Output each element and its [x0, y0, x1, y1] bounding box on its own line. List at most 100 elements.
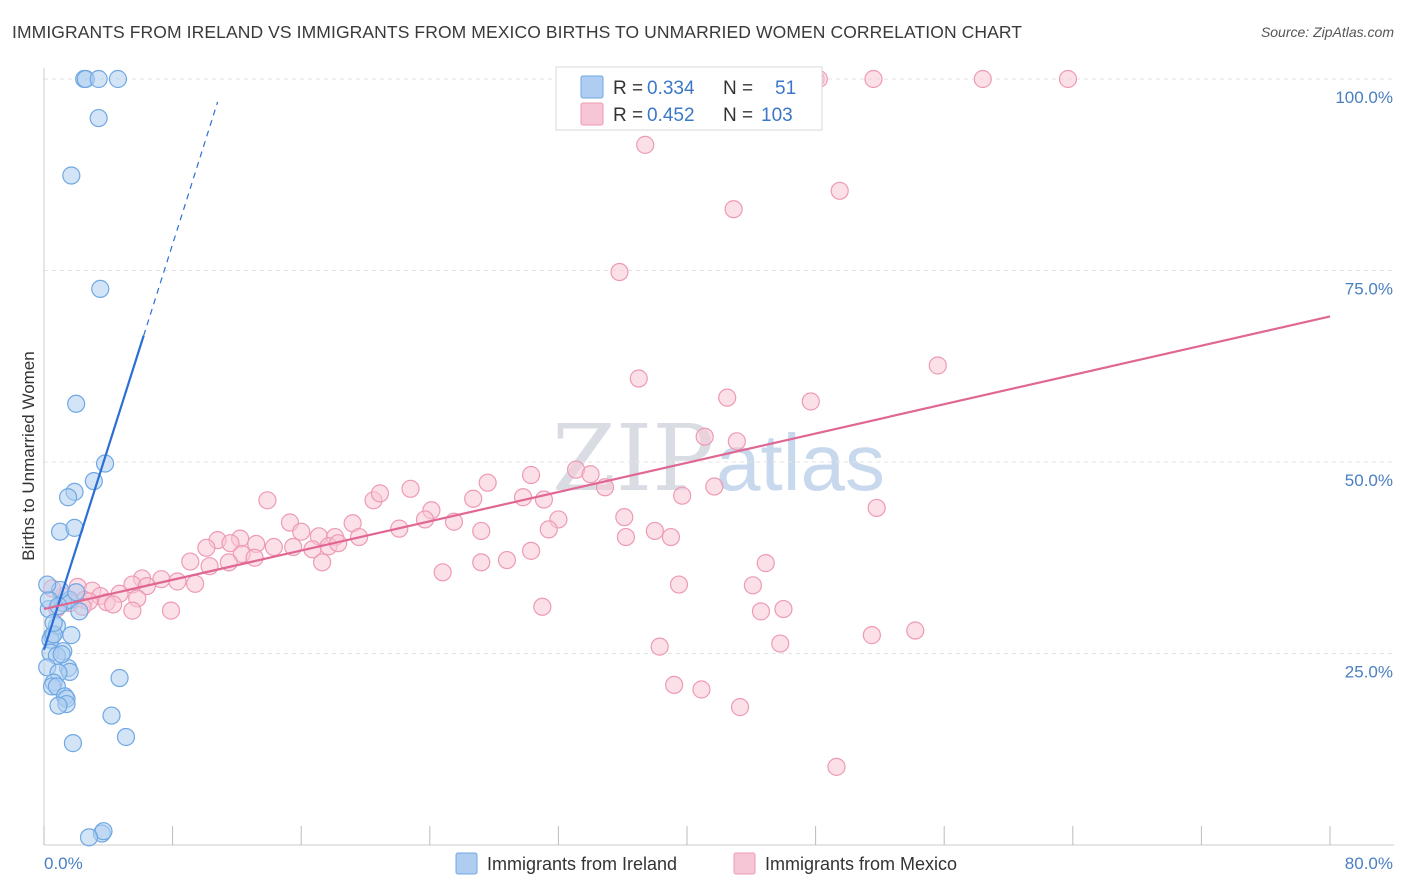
- point-mexico-4: [1058, 69, 1078, 89]
- point-ireland-6: [91, 279, 110, 298]
- point-mexico-17: [521, 465, 541, 485]
- point-mexico-92: [862, 626, 881, 645]
- legend-swatch-ireland: [580, 75, 604, 99]
- y-tick-label-100: 100.0%: [1335, 88, 1393, 107]
- point-mexico-70: [168, 572, 187, 591]
- point-ireland-45: [79, 828, 99, 847]
- point-mexico-53: [264, 537, 283, 557]
- point-mexico-88: [161, 601, 181, 620]
- point-mexico-24: [370, 484, 390, 503]
- point-ireland-2: [89, 69, 108, 89]
- point-mexico-13: [695, 427, 714, 446]
- point-mexico-91: [751, 602, 771, 621]
- point-mexico-56: [197, 538, 216, 557]
- axes: [43, 68, 1394, 846]
- point-mexico-14: [727, 432, 746, 451]
- tick-labels: 25.0% 50.0% 75.0% 100.0% 0.0% 80.0%: [44, 88, 1393, 873]
- y-tick-label-50: 50.0%: [1345, 471, 1393, 490]
- point-mexico-38: [292, 522, 311, 541]
- grid-lines: [44, 78, 1394, 654]
- point-mexico-10: [629, 369, 648, 388]
- point-mexico-90: [774, 599, 793, 619]
- point-mexico-5: [636, 135, 655, 154]
- point-mexico-62: [497, 550, 517, 570]
- legend-r-mexico: 0.452: [647, 105, 695, 126]
- point-mexico-50: [616, 527, 636, 547]
- point-mexico-71: [186, 574, 205, 593]
- point-mexico-8: [610, 262, 629, 282]
- trendline-mexico: [43, 315, 1331, 611]
- point-ireland-5: [62, 166, 81, 185]
- y-axis-label: Births to Unmarried Women: [19, 351, 38, 560]
- series-ireland-points: [38, 69, 136, 847]
- point-mexico-84: [104, 595, 123, 614]
- legend-r-label-mexico: R =: [613, 105, 643, 126]
- point-ireland-50: [38, 575, 57, 594]
- point-mexico-3: [973, 69, 992, 89]
- point-mexico-19: [401, 479, 420, 498]
- point-ireland-7: [67, 394, 86, 413]
- point-mexico-95: [771, 634, 790, 653]
- point-ireland-23: [62, 626, 81, 645]
- point-mexico-65: [312, 553, 332, 572]
- point-ireland-40: [102, 706, 121, 725]
- point-mexico-89: [533, 597, 552, 616]
- point-ireland-35: [110, 668, 129, 688]
- point-mexico-100: [669, 575, 689, 594]
- point-mexico-9: [928, 356, 947, 375]
- legend-n-label-ireland: N =: [723, 78, 753, 99]
- point-ireland-42: [63, 734, 83, 753]
- point-ireland-11: [59, 488, 78, 507]
- point-ireland-48: [52, 645, 71, 664]
- legend-n-label-mexico: N =: [723, 105, 753, 126]
- point-mexico-97: [692, 680, 711, 699]
- legend-n-ireland: 51: [775, 78, 796, 99]
- point-mexico-94: [650, 637, 669, 656]
- point-mexico-49: [539, 520, 558, 539]
- source-label: Source: ZipAtlas.com: [1260, 24, 1394, 40]
- bottom-legend-mexico: Immigrants from Mexico: [765, 854, 957, 874]
- point-mexico-60: [472, 553, 491, 572]
- point-mexico-52: [661, 527, 681, 547]
- point-mexico-98: [730, 698, 750, 717]
- legend-n-mexico: 103: [761, 105, 793, 126]
- point-mexico-66: [433, 563, 452, 582]
- point-mexico-87: [123, 601, 142, 620]
- y-tick-label-75: 75.0%: [1345, 280, 1393, 299]
- legend-box: R = 0.334 N = 51 R = 0.452 N = 103: [555, 66, 823, 131]
- legend-swatch-mexico: [580, 102, 604, 126]
- point-mexico-6: [830, 181, 849, 200]
- point-mexico-48: [472, 521, 491, 541]
- point-mexico-16: [581, 465, 600, 484]
- point-ireland-19: [67, 583, 86, 602]
- point-mexico-96: [665, 675, 684, 695]
- point-mexico-61: [521, 541, 541, 560]
- legend-r-label-ireland: R =: [613, 78, 643, 99]
- point-mexico-12: [801, 392, 820, 411]
- bottom-legend-ireland: Immigrants from Ireland: [487, 854, 677, 874]
- x-tick-label-max: 80.0%: [1345, 854, 1393, 873]
- y-tick-label-25: 25.0%: [1345, 663, 1393, 682]
- point-mexico-18: [478, 473, 497, 492]
- point-ireland-4: [89, 108, 108, 128]
- point-mexico-20: [705, 477, 724, 496]
- point-mexico-26: [513, 488, 533, 507]
- point-mexico-99: [827, 757, 846, 776]
- point-mexico-101: [743, 576, 763, 595]
- point-mexico-22: [258, 491, 277, 510]
- point-mexico-34: [615, 508, 634, 527]
- watermark-atlas: atlas: [716, 418, 885, 507]
- trendline-ireland: [42, 335, 145, 651]
- point-mexico-67: [756, 554, 775, 573]
- point-mexico-93: [906, 621, 925, 640]
- point-mexico-31: [415, 510, 435, 529]
- x-tick-label-min: 0.0%: [44, 854, 83, 873]
- point-mexico-29: [867, 498, 886, 518]
- trend-lines: [42, 101, 1331, 651]
- point-mexico-11: [718, 388, 737, 407]
- point-mexico-28: [673, 486, 692, 505]
- point-mexico-7: [724, 200, 743, 219]
- point-mexico-44: [221, 534, 240, 553]
- point-ireland-39: [49, 696, 68, 715]
